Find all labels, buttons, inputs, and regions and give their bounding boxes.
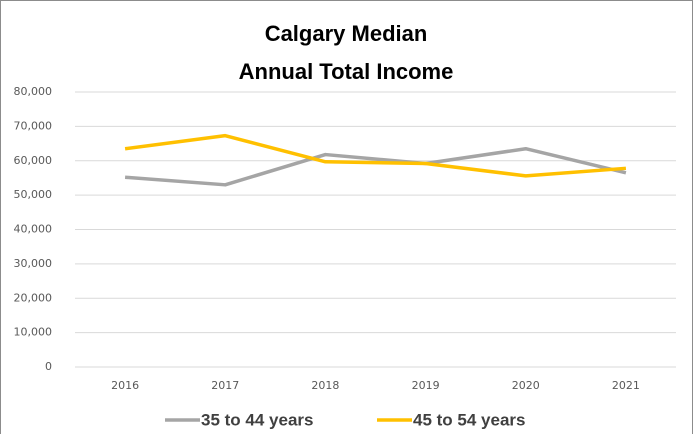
y-tick-label: 70,000 (14, 119, 53, 132)
y-tick-label: 80,000 (14, 85, 53, 98)
y-tick-label: 50,000 (14, 188, 53, 201)
x-tick-label: 2018 (311, 379, 339, 392)
series-line (124, 133, 627, 178)
x-tick-label: 2021 (612, 379, 640, 392)
chart-title: Calgary Median (265, 21, 428, 46)
x-tick-label: 2017 (211, 379, 239, 392)
series-line (124, 146, 627, 187)
y-tick-label: 10,000 (14, 326, 53, 339)
legend-label: 45 to 54 years (413, 410, 525, 429)
x-tick-label: 2020 (512, 379, 540, 392)
y-tick-label: 20,000 (14, 291, 53, 304)
x-tick-label: 2019 (412, 379, 440, 392)
legend-label: 35 to 44 years (201, 410, 313, 429)
y-tick-label: 30,000 (14, 257, 53, 270)
chart-title: Annual Total Income (239, 59, 454, 84)
y-tick-label: 0 (45, 360, 52, 373)
y-tick-label: 60,000 (14, 154, 53, 167)
y-tick-label: 40,000 (14, 223, 53, 236)
x-tick-label: 2016 (111, 379, 139, 392)
